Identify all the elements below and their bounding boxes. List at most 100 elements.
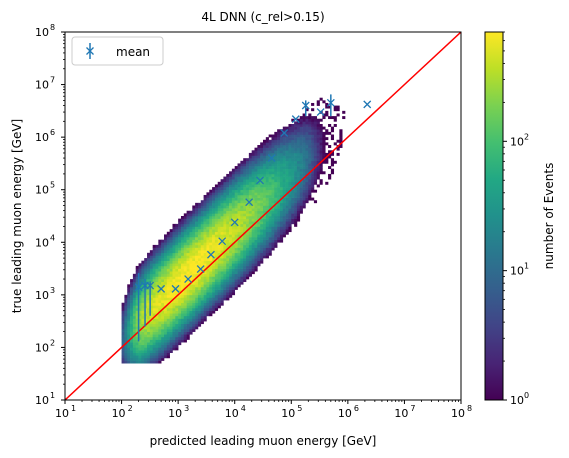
heatmap-bin (271, 216, 275, 219)
heatmap-bin (200, 321, 204, 325)
heatmap-bin (172, 250, 176, 254)
heatmap-bin (195, 308, 199, 311)
heatmap-bin (268, 179, 272, 183)
heatmap-bin (175, 252, 179, 256)
heatmap-bin (248, 237, 252, 240)
heatmap-bin (121, 329, 125, 332)
heatmap-bin (220, 208, 224, 212)
heatmap-bin (302, 124, 306, 127)
heatmap-bin (180, 297, 185, 301)
heatmap-bin (263, 173, 267, 177)
heatmap-bin (282, 187, 286, 191)
heatmap-bin (200, 279, 204, 283)
heatmap-bin (260, 192, 264, 196)
heatmap-bin (240, 166, 244, 169)
heatmap-bin (121, 313, 125, 317)
heatmap-bin (277, 194, 281, 198)
heatmap-bin (248, 239, 252, 243)
heatmap-bin (209, 239, 213, 243)
heatmap-bin (330, 116, 335, 120)
heatmap-bin (308, 179, 312, 183)
heatmap-bin (135, 265, 139, 269)
heatmap-bin (200, 244, 204, 248)
heatmap-bin (313, 121, 318, 125)
heatmap-bin (226, 237, 230, 240)
heatmap-bin (195, 231, 199, 235)
heatmap-bin (243, 221, 247, 225)
heatmap-bin (246, 166, 250, 169)
heatmap-bin (257, 166, 261, 169)
heatmap-bin (164, 255, 168, 259)
heatmap-bin (197, 292, 202, 296)
heatmap-bin (189, 250, 193, 254)
heatmap-bin (311, 179, 315, 183)
heatmap-bin (212, 208, 216, 212)
heatmap-bin (192, 226, 196, 230)
heatmap-bin (158, 344, 162, 348)
heatmap-bin (251, 221, 255, 225)
heatmap-bin (220, 292, 224, 296)
heatmap-bin (263, 160, 267, 164)
heatmap-bin (257, 192, 261, 196)
heatmap-bin (214, 297, 219, 301)
heatmap-bin (164, 347, 168, 351)
legend-mean-cross (86, 47, 94, 55)
heatmap-bin (246, 223, 250, 227)
heatmap-bin (265, 137, 269, 141)
heatmap-bin (322, 116, 326, 120)
heatmap-bin (214, 292, 219, 296)
heatmap-bin (186, 279, 190, 283)
heatmap-bin (121, 352, 125, 356)
heatmap-bin (257, 242, 261, 246)
heatmap-bin (288, 205, 292, 209)
heatmap-bin (178, 281, 182, 285)
heatmap-bin (132, 310, 137, 314)
heatmap-bin (164, 310, 168, 314)
heatmap-bin (135, 318, 139, 322)
heatmap-bin (271, 139, 275, 143)
heatmap-bin (254, 202, 258, 206)
heatmap-bin (263, 184, 267, 188)
heatmap-bin (192, 329, 196, 332)
heatmap-bin (155, 342, 159, 346)
heatmap-bin (214, 284, 219, 288)
heatmap-bin (183, 263, 187, 267)
heatmap-bin (243, 205, 247, 209)
heatmap-bin (302, 150, 306, 154)
heatmap-bin (305, 187, 309, 191)
heatmap-bin (158, 260, 162, 264)
heatmap-bin (217, 192, 221, 196)
heatmap-bin (234, 268, 238, 272)
heatmap-bin (311, 137, 315, 141)
heatmap-bin (152, 323, 156, 327)
heatmap-bin (189, 226, 193, 230)
heatmap-bin (274, 189, 278, 193)
heatmap-bin (246, 242, 250, 246)
heatmap-bin (271, 197, 275, 201)
heatmap-bin (254, 242, 258, 246)
heatmap-bin (257, 244, 261, 248)
heatmap-bin (288, 168, 292, 172)
heatmap-bin (178, 265, 182, 269)
heatmap-bin (161, 310, 165, 314)
heatmap-bin (169, 284, 173, 288)
heatmap-bin (274, 166, 278, 169)
heatmap-bin (141, 263, 145, 267)
heatmap-bin (251, 202, 255, 206)
heatmap-bin (172, 244, 176, 248)
heatmap-bin (313, 155, 318, 159)
heatmap-bin (291, 194, 295, 198)
heatmap-bin (212, 221, 216, 225)
heatmap-bin (135, 326, 139, 330)
heatmap-bin (291, 137, 295, 141)
heatmap-bin (322, 171, 326, 175)
heatmap-bin (237, 168, 241, 172)
heatmap-bin (161, 339, 165, 343)
heatmap-bin (234, 273, 238, 277)
x-tick-label: 10 (112, 407, 126, 420)
heatmap-bin (214, 218, 219, 222)
heatmap-bin (138, 326, 142, 330)
heatmap-bin (200, 255, 204, 259)
heatmap-bin (186, 229, 190, 233)
heatmap-bin (209, 292, 213, 296)
